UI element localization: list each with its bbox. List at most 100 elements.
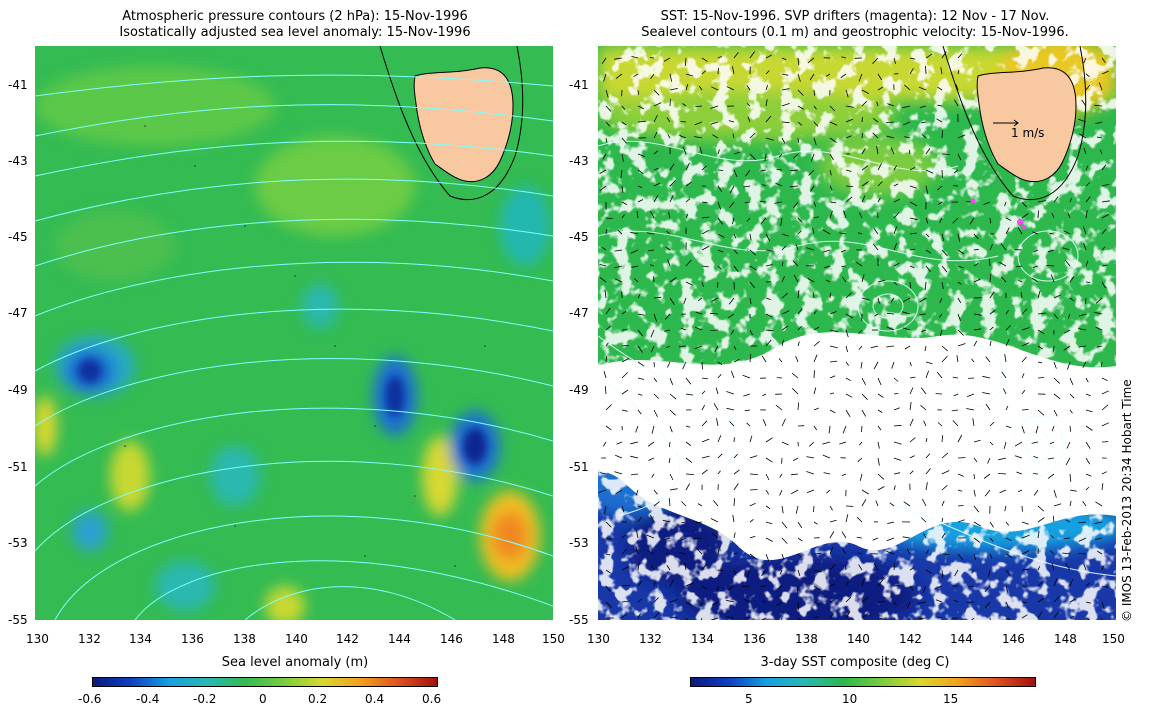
velocity-arrow [813,326,820,331]
velocity-arrow [1085,196,1091,203]
velocity-arrow [685,393,694,396]
velocity-arrow [1069,377,1074,385]
right-y-tick: -47 [569,306,589,320]
velocity-arrow [1101,483,1104,491]
velocity-arrow [906,601,911,609]
velocity-arrow [952,420,959,427]
velocity-arrow [680,121,687,123]
velocity-arrow [841,276,847,283]
velocity-arrow [877,486,885,491]
velocity-arrow [810,153,815,162]
velocity-arrow [925,217,929,224]
velocity-arrow [1101,246,1106,251]
velocity-arrow [621,121,627,126]
velocity-arrow [920,387,927,395]
velocity-arrow [1101,281,1106,289]
velocity-arrow [621,584,630,587]
velocity-arrow [937,422,943,427]
velocity-arrow [1078,537,1087,542]
left-y-tick: -45 [8,230,28,244]
velocity-arrow [1016,265,1023,268]
velocity-arrow [781,103,790,107]
velocity-arrow [1053,578,1058,587]
velocity-arrow [637,329,644,337]
right-x-tick: 138 [795,632,818,646]
velocity-arrow [1021,213,1029,219]
velocity-arrow [717,233,725,238]
velocity-arrow [726,599,735,603]
velocity-arrow [951,409,959,412]
velocity-arrow [765,84,768,91]
velocity-arrow [806,489,815,493]
velocity-arrow [919,313,927,315]
velocity-arrow [861,101,867,107]
velocity-arrow [621,505,625,513]
velocity-arrow [636,530,639,539]
velocity-arrow [1063,230,1071,235]
velocity-arrow [621,344,629,347]
velocity-arrow [1016,471,1023,475]
velocity-arrow [893,262,900,267]
velocity-arrow [651,565,655,571]
velocity-arrow [1053,361,1057,369]
velocity-arrow [774,201,783,204]
velocity-arrow [941,130,943,139]
velocity-arrow [829,121,838,126]
velocity-arrow [845,565,847,571]
velocity-arrow [1099,149,1103,155]
right-y-tick: -53 [569,536,589,550]
velocity-arrow [630,455,639,459]
velocity-arrow [1066,441,1071,449]
left-y-tick: -43 [8,154,28,168]
velocity-arrow [733,345,737,350]
velocity-arrow [765,553,770,562]
velocity-arrow [685,601,693,607]
velocity-arrow [909,57,915,60]
velocity-arrow [1021,308,1028,315]
velocity-arrow [1069,578,1074,587]
velocity-arrow [937,104,943,107]
velocity-arrow [1037,361,1043,364]
velocity-arrow [1005,569,1011,577]
svp-drifters [970,198,1026,229]
velocity-arrow [730,370,735,379]
velocity-arrow [664,313,671,320]
velocity-arrow [697,503,703,507]
velocity-arrow [669,616,678,619]
velocity-arrow [1083,563,1087,571]
velocity-arrow [621,389,629,395]
velocity-arrow [1046,265,1055,267]
velocity-arrow [1031,277,1039,283]
velocity-arrow [813,216,819,219]
velocity-arrow [887,103,895,107]
velocity-arrow [845,409,851,418]
velocity-arrow [877,457,880,466]
velocity-arrow [647,441,655,447]
velocity-arrow [877,279,886,283]
velocity-arrow [891,361,895,369]
velocity-arrow [1021,356,1027,363]
velocity-arrow [1050,274,1055,283]
sst-svg [598,46,1116,620]
left-colorbar-tick: 0.4 [365,692,385,706]
velocity-arrow [845,611,851,619]
velocity-arrow [1067,313,1071,319]
velocity-arrow [1000,243,1007,251]
velocity-arrow [829,153,834,161]
velocity-arrow [982,375,991,379]
velocity-arrow [685,162,690,171]
velocity-arrow [1085,210,1088,219]
sea-level-anomaly-map [35,46,553,620]
velocity-arrow [841,473,847,476]
velocity-arrow [1037,581,1043,587]
velocity-arrow [1069,500,1072,507]
left-x-tick: 150 [542,632,565,646]
velocity-arrow [637,598,642,603]
velocity-arrow [813,340,820,347]
velocity-arrow [1018,489,1023,493]
velocity-arrow [605,137,608,143]
velocity-arrow [842,425,847,434]
velocity-arrow [605,89,609,98]
velocity-arrow [701,281,704,288]
velocity-arrow [685,198,691,203]
